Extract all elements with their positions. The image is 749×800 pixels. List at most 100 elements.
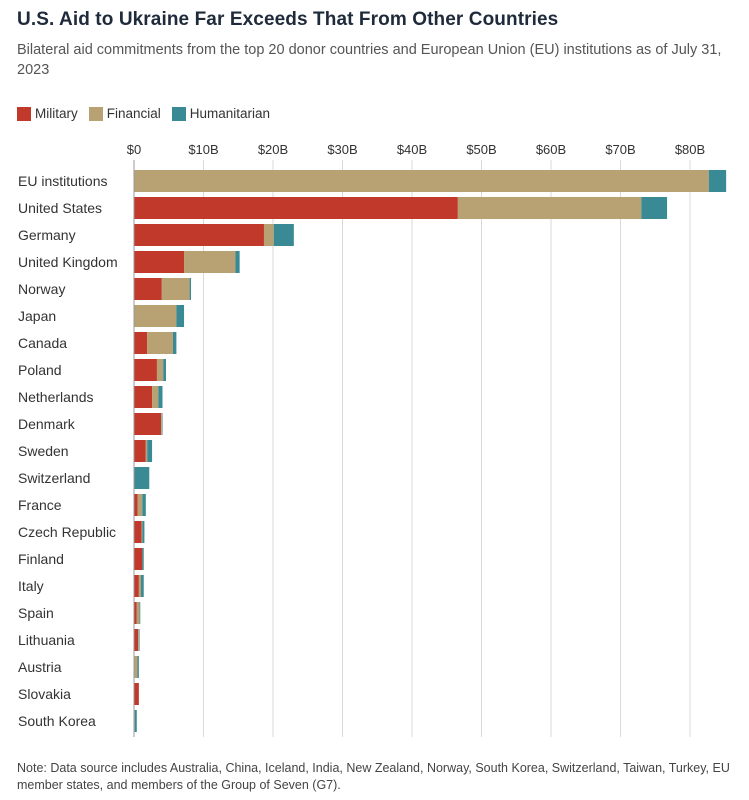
x-axis-ticks: $0 $10B $20B $30B $40B $50B $60B $70B $80B [127, 142, 705, 157]
bar-military [134, 602, 137, 624]
bar-military [134, 197, 458, 219]
bar-humanitarian [161, 413, 163, 435]
bar-humanitarian [176, 305, 185, 327]
bar-military [134, 332, 148, 354]
bar-humanitarian [140, 575, 144, 597]
bar-humanitarian [641, 197, 668, 219]
footnote: Note: Data source includes Australia, Ch… [17, 761, 730, 792]
bar-financial [161, 278, 190, 300]
bar-humanitarian [708, 170, 727, 192]
bar-humanitarian [137, 656, 139, 678]
bar-humanitarian [134, 467, 150, 489]
bars [134, 170, 727, 732]
bar-military [134, 440, 146, 462]
bar-humanitarian [142, 548, 144, 570]
x-tick-label: $60B [536, 142, 566, 157]
bar-military [134, 548, 143, 570]
category-label: Sweden [18, 443, 69, 459]
category-label: Lithuania [18, 632, 75, 648]
bar-financial [161, 413, 162, 435]
category-label: Poland [18, 362, 62, 378]
x-tick-label: $70B [605, 142, 635, 157]
bar-military [134, 224, 264, 246]
category-label: France [18, 497, 62, 513]
category-label: Denmark [18, 416, 76, 432]
x-tick-label: $50B [466, 142, 496, 157]
category-label: EU institutions [18, 173, 107, 189]
bar-financial [184, 251, 236, 273]
bar-financial [263, 224, 274, 246]
legend-swatch-military [17, 106, 31, 121]
x-tick-label: $80B [675, 142, 705, 157]
category-label: Italy [18, 578, 44, 594]
x-tick-label: $0 [127, 142, 141, 157]
chart-title: U.S. Aid to Ukraine Far Exceeds That Fro… [17, 9, 559, 30]
chart-subtitle: Bilateral aid commitments from the top 2… [17, 42, 722, 78]
bar-financial [134, 656, 138, 678]
bar-financial [141, 521, 143, 543]
category-label: Germany [18, 227, 76, 243]
category-label: Japan [18, 308, 56, 324]
legend-swatch-financial [88, 106, 103, 121]
category-label: Switzerland [18, 470, 90, 486]
legend-item-military: Military [17, 106, 78, 121]
bar-military [134, 494, 138, 516]
bar-military [134, 575, 139, 597]
bar-military [134, 521, 142, 543]
bar-humanitarian [172, 332, 177, 354]
category-label: Spain [18, 605, 54, 621]
bar-financial [152, 386, 159, 408]
bar-military [134, 413, 162, 435]
bar-military [134, 278, 162, 300]
legend-label-financial: Financial [106, 106, 161, 121]
bar-military [134, 359, 157, 381]
bar-humanitarian [142, 521, 145, 543]
category-labels: EU institutions United States Germany Unite… [18, 173, 118, 729]
x-tick-label: $40B [397, 142, 427, 157]
bar-financial [145, 440, 148, 462]
bar-humanitarian [163, 359, 166, 381]
bar-humanitarian [147, 440, 153, 462]
bar-humanitarian [139, 602, 141, 624]
category-label: Canada [18, 335, 67, 351]
bar-humanitarian [273, 224, 294, 246]
category-label: Czech Republic [18, 524, 116, 540]
bar-military [134, 251, 185, 273]
legend-item-humanitarian: Humanitarian [171, 106, 271, 121]
category-label: Netherlands [18, 389, 94, 405]
bar-humanitarian [134, 710, 137, 732]
bar-military [134, 386, 153, 408]
bar-financial [134, 305, 177, 327]
category-label: Austria [18, 659, 62, 675]
bar-financial [134, 170, 709, 192]
x-tick-label: $20B [258, 142, 288, 157]
category-label: United Kingdom [18, 254, 118, 270]
bar-financial [138, 575, 141, 597]
x-tick-label: $10B [188, 142, 218, 157]
legend-item-financial: Financial [88, 106, 161, 121]
category-label: Finland [18, 551, 64, 567]
bar-financial [156, 359, 164, 381]
legend-label-humanitarian: Humanitarian [189, 106, 271, 121]
bar-humanitarian [158, 386, 163, 408]
bar-humanitarian [189, 278, 191, 300]
bar-humanitarian [142, 494, 146, 516]
category-label: United States [18, 200, 102, 216]
legend: Military Financial Humanitarian [17, 106, 281, 121]
x-tick-label: $30B [327, 142, 357, 157]
legend-swatch-humanitarian [171, 106, 186, 121]
bar-financial [136, 602, 140, 624]
category-label: Norway [18, 281, 65, 297]
bar-financial [137, 494, 143, 516]
bar-financial [147, 332, 173, 354]
bar-humanitarian [138, 629, 140, 651]
bar-humanitarian [235, 251, 240, 273]
bar-financial [457, 197, 642, 219]
bar-military [134, 629, 139, 651]
category-label: South Korea [18, 713, 96, 729]
bar-military [134, 683, 139, 705]
grid-lines [133, 160, 691, 737]
legend-label-military: Military [35, 106, 78, 121]
bar-financial [138, 629, 139, 651]
